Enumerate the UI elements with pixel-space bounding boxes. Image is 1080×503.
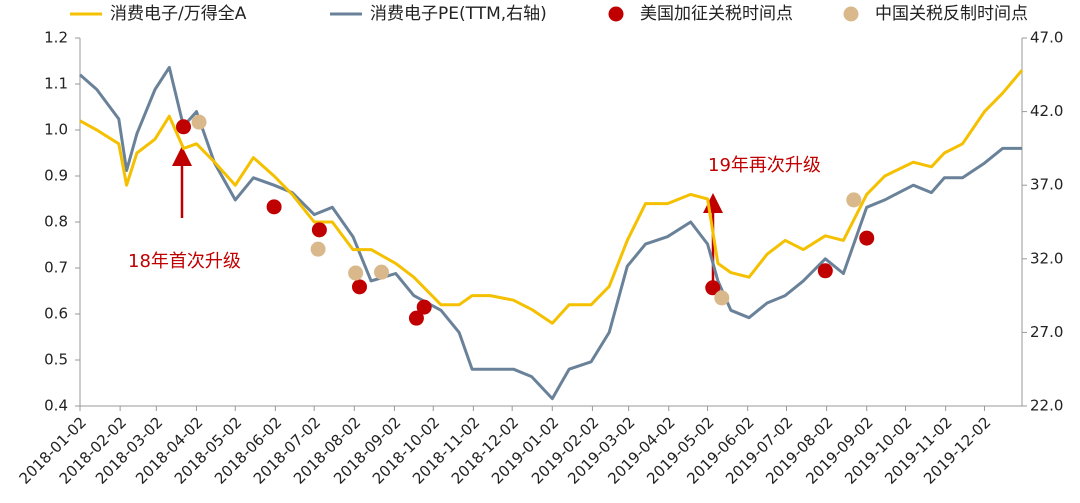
data-point [416, 299, 432, 315]
y2-tick-label: 22.0 [1030, 397, 1063, 415]
data-point [310, 241, 326, 257]
y-tick-label: 0.8 [44, 213, 68, 231]
y-tick-label: 0.7 [44, 259, 68, 277]
data-line [79, 69, 1024, 325]
data-point [846, 192, 862, 208]
y2-tick-label: 32.0 [1030, 249, 1063, 267]
y-tick-label: 1.0 [44, 121, 68, 139]
y-tick-label: 0.5 [44, 351, 68, 369]
annotation: 18年首次升级 [128, 251, 241, 272]
data-point [714, 290, 730, 306]
y-tick-label: 1.2 [44, 29, 68, 47]
data-point [705, 280, 721, 296]
legend-swatch [608, 6, 624, 22]
y-tick-label: 0.4 [44, 397, 68, 415]
data-point [817, 263, 833, 279]
legend-swatch [843, 6, 859, 22]
y2-tick-label: 42.0 [1030, 102, 1063, 120]
data-point [351, 279, 367, 295]
data-point [408, 310, 424, 326]
y-tick-label: 0.6 [44, 305, 68, 323]
annotation: 19年再次升级 [708, 155, 821, 176]
y-tick-label: 0.9 [44, 167, 68, 185]
data-point [311, 222, 327, 238]
data-point [373, 264, 389, 280]
data-point [859, 230, 875, 246]
legend-label: 中国关税反制时间点 [875, 4, 1028, 24]
legend-label: 消费电子/万得全A [110, 4, 247, 24]
legend-label: 消费电子PE(TTM,右轴) [370, 4, 547, 24]
legend-label: 美国加征关税时间点 [640, 4, 793, 24]
y-tick-label: 1.1 [44, 75, 68, 93]
y2-tick-label: 37.0 [1030, 176, 1063, 194]
data-point [191, 114, 207, 130]
data-line [79, 65, 1022, 401]
data-point [266, 199, 282, 215]
y2-tick-label: 27.0 [1030, 323, 1063, 341]
data-point [176, 119, 192, 135]
y2-tick-label: 47.0 [1030, 29, 1063, 47]
data-point [348, 265, 364, 281]
